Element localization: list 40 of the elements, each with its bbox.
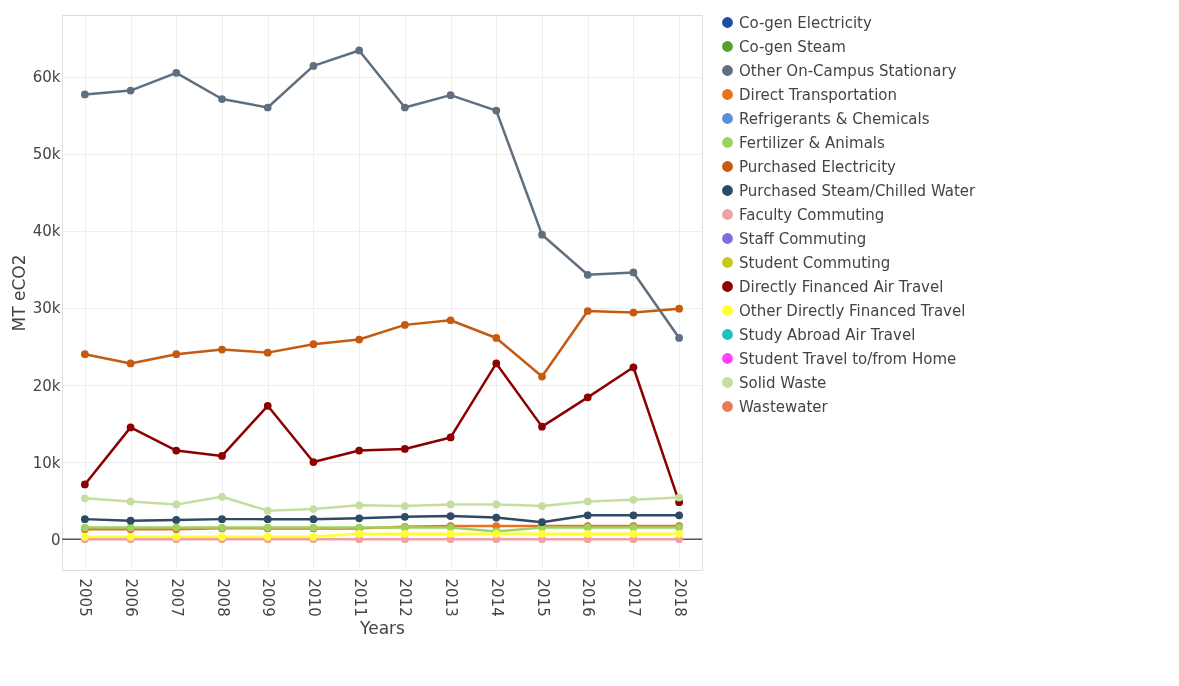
x-tick-label: 2013 — [442, 578, 461, 617]
x-tick-label: 2014 — [487, 578, 506, 617]
x-tick-label: 2016 — [579, 578, 598, 617]
legend-label: Directly Financed Air Travel — [739, 277, 944, 296]
legend-label: Purchased Steam/Chilled Water — [739, 181, 977, 200]
legend-label: Wastewater — [739, 397, 829, 416]
x-tick-label: 2007 — [167, 578, 186, 617]
legend-label: Purchased Electricity — [739, 157, 897, 176]
x-tick-label: 2009 — [259, 578, 278, 617]
legend-label: Other On-Campus Stationary — [739, 61, 957, 80]
legend-label: Co-gen Electricity — [739, 13, 872, 32]
x-tick-label: 2015 — [533, 578, 552, 617]
x-tick-label: 2010 — [304, 578, 323, 617]
x-tick-label: 2006 — [122, 578, 141, 617]
x-axis-title: Years — [359, 617, 406, 638]
legend-label: Refrigerants & Chemicals — [739, 109, 930, 128]
x-tick-label: 2018 — [670, 578, 689, 617]
y-axis-title: MT eCO2 — [8, 254, 29, 332]
x-tick-label: 2005 — [76, 578, 95, 617]
x-tick-label: 2011 — [350, 578, 369, 617]
y-tick-label: 60k — [32, 68, 61, 87]
y-tick-label: 0 — [50, 530, 61, 549]
legend-label: Fertilizer & Animals — [739, 133, 885, 152]
y-tick-label: 40k — [32, 222, 61, 241]
y-tick-label: 20k — [32, 376, 61, 395]
legend-label: Direct Transportation — [739, 85, 897, 104]
legend-label: Solid Waste — [739, 373, 827, 392]
legend-label: Staff Commuting — [739, 229, 867, 248]
y-tick-label: 10k — [32, 453, 61, 472]
legend-label: Other Directly Financed Travel — [739, 301, 966, 320]
x-tick-label: 2008 — [213, 578, 232, 617]
legend-label: Student Commuting — [739, 253, 891, 272]
y-tick-label: 50k — [32, 145, 61, 164]
x-tick-label: 2017 — [624, 578, 643, 617]
y-tick-label: 30k — [32, 299, 61, 318]
legend-label: Study Abroad Air Travel — [739, 325, 916, 344]
legend-label: Co-gen Steam — [739, 37, 846, 56]
legend-label: Student Travel to/from Home — [739, 349, 957, 368]
x-tick-label: 2012 — [396, 578, 415, 617]
legend-label: Faculty Commuting — [739, 205, 885, 224]
